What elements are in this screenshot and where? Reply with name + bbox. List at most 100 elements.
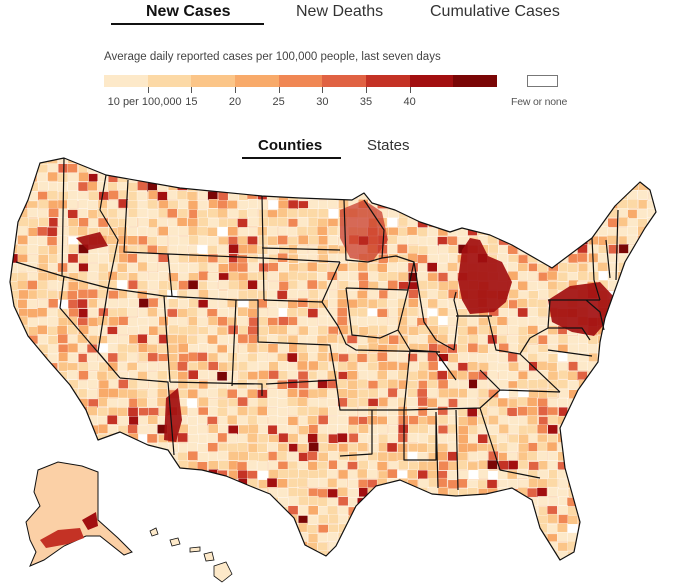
county-cell <box>207 541 218 551</box>
county-cell <box>146 433 158 444</box>
county-cell <box>467 317 479 327</box>
county-cell <box>617 478 629 489</box>
county-cell <box>247 361 258 371</box>
county-cell <box>408 415 420 425</box>
county-cell <box>447 451 458 461</box>
county-cell <box>47 171 58 182</box>
county-cell <box>367 362 378 372</box>
county-cell <box>648 281 656 291</box>
county-cell <box>287 388 298 398</box>
county-cell <box>107 352 119 363</box>
county-cell <box>548 198 559 209</box>
county-cell <box>296 406 308 417</box>
county-cell <box>38 199 50 209</box>
county-cell <box>498 533 510 543</box>
county-cell <box>28 236 39 246</box>
county-cell <box>517 218 528 228</box>
county-cell <box>588 352 599 363</box>
county-cell <box>237 254 248 264</box>
county-cell <box>648 496 656 506</box>
county-cell <box>647 397 656 408</box>
county-cell <box>278 262 289 272</box>
county-cell <box>347 524 358 534</box>
county-cell <box>277 559 288 560</box>
county-cell <box>618 551 629 560</box>
county-cell <box>268 532 279 543</box>
county-cell <box>297 559 309 560</box>
county-cell <box>448 326 460 336</box>
county-cell <box>567 433 578 443</box>
county-cell <box>177 158 188 164</box>
county-cell <box>357 378 368 389</box>
county-cell <box>637 379 648 390</box>
county-cell <box>97 443 109 454</box>
county-cell <box>198 380 209 390</box>
tab-new-cases[interactable]: New Cases <box>146 3 231 20</box>
county-cell <box>227 172 238 182</box>
us-county-map <box>9 157 657 583</box>
county-cell <box>217 387 228 398</box>
county-cell <box>10 226 18 237</box>
county-cell <box>217 208 228 218</box>
county-cell <box>288 191 299 201</box>
county-cell <box>277 253 288 263</box>
county-cell <box>647 523 656 533</box>
tab-cumulative-cases[interactable]: Cumulative Cases <box>430 3 560 20</box>
county-cell <box>338 443 349 453</box>
county-cell <box>608 550 619 560</box>
county-cell <box>308 299 319 309</box>
county-cell <box>157 344 168 354</box>
county-cell <box>518 163 529 173</box>
county-cell <box>448 523 459 533</box>
county-cell <box>447 172 459 182</box>
county-cell <box>537 163 548 173</box>
tab-counties[interactable]: Counties <box>258 137 323 154</box>
county-cell <box>207 236 218 246</box>
county-cell <box>247 262 259 272</box>
county-cell <box>437 326 449 336</box>
county-cell <box>298 425 309 435</box>
county-cell <box>508 416 520 426</box>
county-cell <box>377 191 388 201</box>
county-cell <box>28 434 39 444</box>
county-cell <box>147 479 158 489</box>
county-cell <box>158 226 169 236</box>
county-cell <box>608 441 619 452</box>
county-cell <box>518 497 530 507</box>
county-cell <box>577 217 588 227</box>
county-cell <box>478 523 490 533</box>
tab-states[interactable]: States <box>367 137 410 154</box>
county-cell <box>427 288 438 299</box>
hawaii-island-molokai <box>189 546 201 553</box>
county-cell <box>627 272 638 282</box>
county-cell <box>637 415 648 426</box>
county-cell <box>236 171 248 182</box>
county-cell <box>257 164 268 174</box>
county-cell <box>167 551 178 560</box>
county-cell <box>297 163 309 174</box>
county-cell <box>497 181 509 191</box>
county-cell <box>417 406 429 417</box>
county-cell <box>297 360 308 371</box>
county-cell <box>28 289 39 300</box>
county-cell <box>547 513 558 524</box>
county-cell <box>498 353 509 363</box>
county-cell <box>207 281 218 291</box>
county-cell <box>78 263 89 273</box>
county-cell <box>326 398 338 408</box>
county-cell <box>286 541 298 552</box>
county-cell <box>627 477 638 488</box>
county-cell <box>187 451 198 461</box>
county-cell <box>67 353 79 363</box>
county-cell <box>627 344 638 354</box>
tab-new-deaths[interactable]: New Deaths <box>296 3 384 20</box>
county-cell <box>368 299 379 309</box>
county-cell <box>458 352 469 362</box>
state-borders <box>9 157 657 561</box>
county-cell <box>268 559 279 560</box>
county-cell <box>338 172 349 182</box>
county-cell <box>236 461 248 472</box>
county-cell <box>358 397 369 407</box>
county-cell <box>437 505 448 515</box>
county-cell <box>68 236 79 246</box>
